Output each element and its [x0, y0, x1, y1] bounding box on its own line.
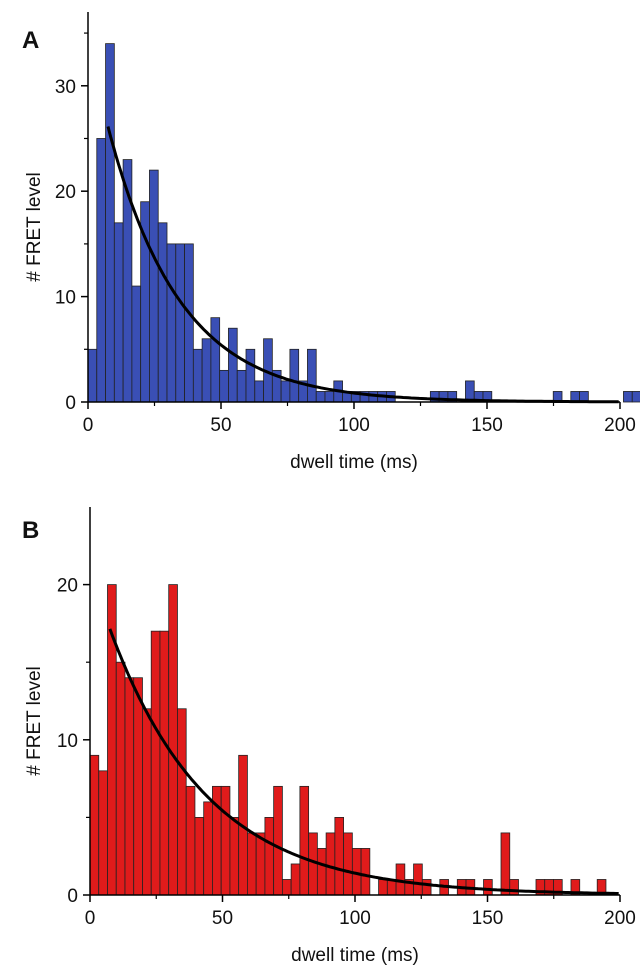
histogram-bar [150, 630, 161, 896]
y-tick-label: 10 [57, 731, 78, 752]
x-axis-title-a: dwell time (ms) [290, 452, 418, 473]
axes-b: 0 50 100 150 200 0 10 20 [57, 507, 636, 929]
histogram-bar [192, 348, 203, 403]
histogram-bar [334, 817, 345, 896]
histogram-bar [210, 317, 221, 403]
histogram-bar [315, 391, 326, 403]
histogram-bar [124, 677, 135, 896]
histogram-bar [219, 369, 229, 403]
histogram-bar [203, 801, 213, 896]
x-tick-label: 50 [212, 908, 233, 929]
x-tick-label: 100 [339, 908, 371, 929]
panel-label-a: A [22, 27, 39, 54]
histogram-bar [105, 43, 115, 403]
panel-label-b: B [22, 517, 39, 544]
panel-a: 0 50 100 150 200 0 10 20 30 A dwell time (ms) # … [22, 12, 640, 473]
histogram-bar [184, 243, 194, 403]
histogram-bar [360, 848, 371, 896]
histogram-bar [142, 708, 152, 896]
histogram-bar [273, 785, 283, 896]
x-axis-title-b: dwell time (ms) [291, 945, 419, 966]
histogram-bar [316, 848, 327, 896]
y-tick-label: 0 [65, 393, 76, 414]
histogram-bar [255, 832, 266, 896]
histogram-bar [159, 630, 170, 896]
histogram-bar [236, 369, 247, 403]
exponential-fit-curve-b [108, 628, 619, 895]
histogram-bar [228, 327, 238, 403]
histogram-bar [264, 817, 275, 896]
histogram-bar [133, 677, 143, 896]
histogram-bar [177, 708, 187, 896]
y-tick-label: 0 [67, 886, 78, 907]
y-tick-label: 10 [55, 288, 76, 309]
histogram-bar [631, 391, 640, 403]
histogram-bar [149, 169, 159, 403]
histogram-bar [115, 661, 126, 896]
histogram-bar [343, 832, 353, 896]
histogram-bar [175, 243, 185, 403]
histogram-bars-b [89, 584, 607, 896]
histogram-bar [201, 338, 212, 403]
histogram-bar [623, 391, 633, 403]
histogram-bar [289, 348, 300, 403]
histogram-bar [87, 348, 98, 403]
histogram-bar [157, 222, 168, 403]
histogram-bar [281, 879, 292, 896]
histogram-bar [194, 817, 205, 896]
axes-a: 0 50 100 150 200 0 10 20 30 [55, 12, 636, 436]
x-tick-label: 150 [471, 415, 503, 436]
histogram-bar [413, 863, 423, 896]
x-tick-label: 100 [338, 415, 370, 436]
histogram-bar [89, 754, 100, 896]
x-tick-label: 0 [85, 908, 96, 929]
y-tick-label: 30 [55, 77, 76, 98]
histogram-bar [324, 391, 335, 403]
histogram-bar [254, 380, 264, 403]
histogram-bar [220, 785, 231, 896]
histogram-bar [247, 832, 257, 896]
panel-b: 0 50 100 150 200 0 10 20 B dwell time (ms) # FR… [22, 507, 636, 966]
histogram-bar [168, 584, 178, 896]
histogram-bar [483, 879, 493, 896]
histogram-bar [185, 785, 196, 896]
histogram-bar [421, 879, 432, 896]
histogram-bar [113, 222, 124, 403]
x-tick-label: 150 [472, 908, 504, 929]
histogram-bar [96, 138, 106, 403]
histogram-bar [307, 348, 317, 403]
y-axis-title-a: # FRET level [24, 172, 45, 281]
y-tick-label: 20 [57, 576, 78, 597]
histogram-bar [290, 863, 301, 896]
histogram-bar [98, 770, 108, 896]
histogram-bar [280, 380, 291, 403]
y-axis-title-b: # FRET level [24, 666, 45, 775]
histogram-bar [325, 832, 336, 896]
x-tick-label: 200 [604, 908, 636, 929]
x-tick-label: 0 [83, 415, 94, 436]
histogram-bar [299, 785, 310, 896]
histogram-bars-a [87, 43, 640, 403]
x-tick-label: 200 [604, 415, 636, 436]
histogram-bar [166, 243, 177, 403]
histogram-bar [509, 879, 519, 896]
histogram-bar [229, 817, 240, 896]
histogram-bar [245, 348, 256, 403]
histogram-bar [378, 879, 388, 896]
histogram-bar [131, 285, 142, 403]
x-tick-label: 50 [210, 415, 231, 436]
y-tick-label: 20 [55, 182, 76, 203]
histogram-bar [500, 832, 511, 896]
